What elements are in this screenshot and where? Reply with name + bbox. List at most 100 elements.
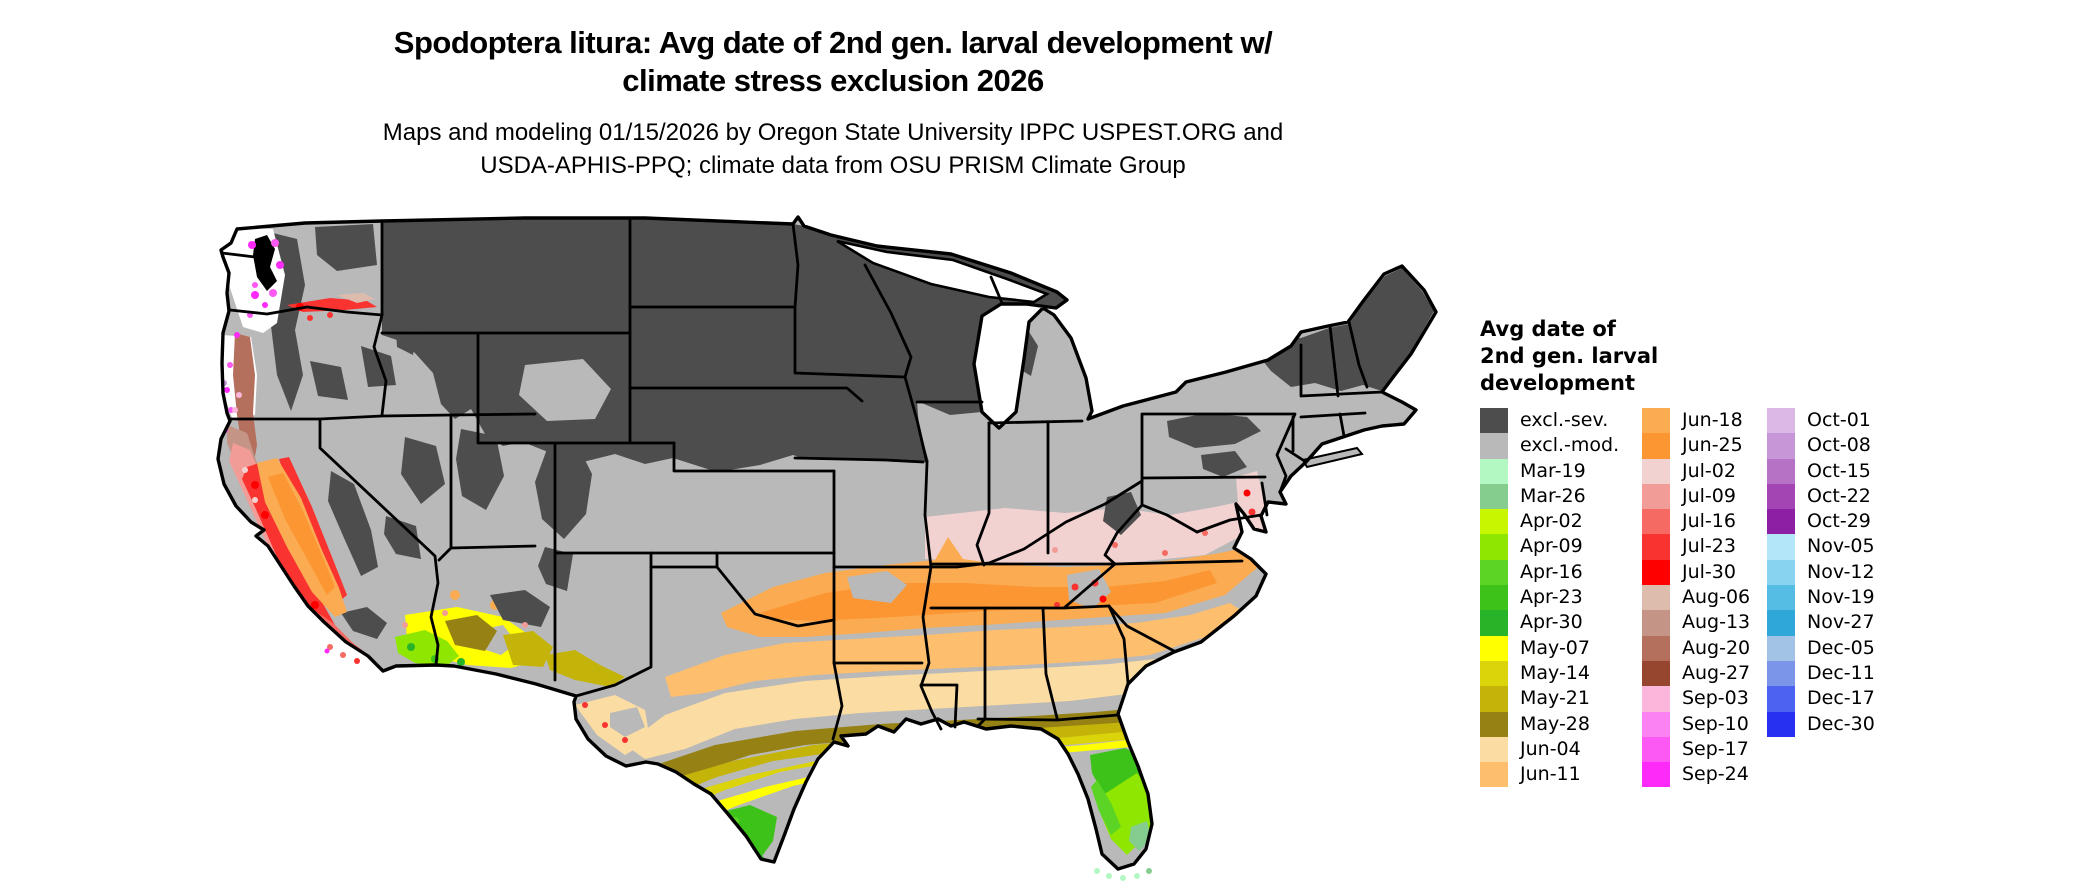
legend-entry: Jul-30 xyxy=(1642,559,1750,586)
legend-label: Oct-29 xyxy=(1807,510,1871,533)
legend-label: Nov-27 xyxy=(1807,611,1875,634)
legend-label: Jun-04 xyxy=(1520,737,1581,760)
legend-swatch xyxy=(1642,635,1670,661)
legend-entry: Dec-05 xyxy=(1767,635,1875,661)
legend-entry: Oct-22 xyxy=(1767,483,1875,510)
legend-swatch xyxy=(1480,736,1508,763)
legend-swatch xyxy=(1480,635,1508,661)
legend-entry: Nov-27 xyxy=(1767,610,1875,636)
legend-entry: Aug-06 xyxy=(1642,585,1751,611)
legend-swatch xyxy=(1642,736,1670,763)
legend-label: Oct-08 xyxy=(1807,434,1871,457)
legend-label: Apr-02 xyxy=(1520,510,1583,533)
legend-swatch xyxy=(1480,559,1508,586)
legend-swatch xyxy=(1642,408,1670,434)
legend-label: Apr-16 xyxy=(1520,560,1583,583)
legend-swatch xyxy=(1480,686,1508,712)
legend-swatch xyxy=(1767,686,1795,712)
legend-label: Jul-09 xyxy=(1682,484,1736,507)
band-may21-darkyellow xyxy=(545,650,1165,807)
legend-entry: Aug-27 xyxy=(1642,660,1750,687)
legend-swatch xyxy=(1642,610,1670,636)
legend-label: Apr-09 xyxy=(1520,535,1583,558)
legend-swatch xyxy=(1480,762,1508,788)
legend-swatch xyxy=(1642,762,1670,788)
legend-column-2: Jun-18 Jun-25 Jul-02 Jul-09 Jul-16 Jul-23 Jul-… xyxy=(1642,408,1751,788)
state-borders xyxy=(220,217,1384,741)
legend-label: Dec-11 xyxy=(1807,661,1875,684)
legend-swatch xyxy=(1767,509,1795,535)
islands xyxy=(324,446,1364,881)
patch-light-wyoming-basin xyxy=(519,359,611,421)
legend-entry: Sep-17 xyxy=(1642,736,1750,763)
legend-entry: Jul-23 xyxy=(1642,534,1750,560)
legend-label: Nov-05 xyxy=(1807,535,1875,558)
legend-entry: Mar-19 xyxy=(1480,458,1619,484)
legend-label: May-14 xyxy=(1520,661,1590,684)
legend-swatch xyxy=(1480,509,1508,535)
legend-entry: Jun-11 xyxy=(1480,762,1619,788)
legend-label: Nov-12 xyxy=(1807,560,1875,583)
band-jun25-orange xyxy=(760,570,1217,621)
legend-swatch xyxy=(1480,534,1508,560)
legend-label: Jun-25 xyxy=(1682,434,1743,457)
legend-swatch xyxy=(1767,585,1795,611)
legend-label: Nov-19 xyxy=(1807,586,1875,609)
legend-swatch xyxy=(1642,458,1670,484)
legend-swatch xyxy=(1642,585,1670,611)
legend-swatch xyxy=(1480,408,1508,434)
legend-swatch xyxy=(1767,711,1795,737)
figure-title-line-1: Spodoptera litura: Avg date of 2nd gen. … xyxy=(393,25,1273,60)
legend-entry: Sep-24 xyxy=(1642,762,1750,788)
figure-subtitle-line-2: USDA-APHIS-PPQ; climate data from OSU PR… xyxy=(480,152,1186,179)
legend-swatch xyxy=(1642,509,1670,535)
conus-choropleth-map xyxy=(105,215,1450,890)
legend-column-1: excl.-sev. excl.-mod. Mar-19 Mar-26 Apr-02 Ap… xyxy=(1480,408,1619,788)
legend-label: Dec-30 xyxy=(1807,712,1875,735)
legend-swatch xyxy=(1642,433,1670,459)
legend-entry: Jun-25 xyxy=(1642,433,1750,459)
legend-swatch xyxy=(1767,433,1795,459)
legend-entry: Dec-30 xyxy=(1767,711,1875,737)
legend-label: Sep-17 xyxy=(1682,737,1749,760)
legend-swatch xyxy=(1480,585,1508,611)
legend-label: Apr-23 xyxy=(1520,586,1583,609)
legend-label: Sep-24 xyxy=(1682,763,1749,786)
figure-titles: Spodoptera litura: Avg date of 2nd gen. … xyxy=(0,24,1666,182)
legend-entry: Apr-09 xyxy=(1480,534,1619,560)
legend-label: Jun-18 xyxy=(1682,409,1743,431)
legend-entry: Apr-02 xyxy=(1480,509,1619,535)
legend-swatch xyxy=(1767,483,1795,510)
legend-swatch xyxy=(1767,660,1795,687)
legend-label: Dec-05 xyxy=(1807,636,1875,659)
legend-entry: excl.-sev. xyxy=(1480,408,1619,434)
map-legend: Avg date of 2nd gen. larval development … xyxy=(1480,316,1875,788)
legend-swatch xyxy=(1642,483,1670,510)
legend-entry: Dec-17 xyxy=(1767,686,1875,712)
legend-swatch xyxy=(1767,559,1795,586)
legend-swatch xyxy=(1767,635,1795,661)
legend-label: excl.-sev. xyxy=(1520,409,1609,431)
legend-swatch xyxy=(1480,610,1508,636)
legend-entry: Oct-08 xyxy=(1767,433,1875,459)
legend-swatch xyxy=(1642,711,1670,737)
legend-label: Oct-01 xyxy=(1807,409,1871,431)
legend-entry: Jul-09 xyxy=(1642,483,1750,510)
legend-swatch xyxy=(1480,711,1508,737)
legend-swatch xyxy=(1642,660,1670,687)
legend-label: Aug-06 xyxy=(1682,586,1751,609)
legend-label: Sep-03 xyxy=(1682,687,1749,710)
legend-swatch xyxy=(1642,686,1670,712)
legend-label: Jul-30 xyxy=(1682,560,1736,583)
legend-label: Dec-17 xyxy=(1807,687,1875,710)
legend-entry: Mar-26 xyxy=(1480,483,1619,510)
legend-entry: Aug-20 xyxy=(1642,635,1751,661)
legend-entry: Nov-05 xyxy=(1767,534,1875,560)
legend-swatch xyxy=(1642,534,1670,560)
legend-entry: Oct-15 xyxy=(1767,458,1875,484)
legend-entry: Sep-03 xyxy=(1642,686,1750,712)
legend-label: Aug-20 xyxy=(1682,636,1751,659)
legend-entry: Jun-18 xyxy=(1642,408,1750,434)
legend-swatch xyxy=(1767,458,1795,484)
figure-subtitle: Maps and modeling 01/15/2026 by Oregon S… xyxy=(0,116,1666,182)
